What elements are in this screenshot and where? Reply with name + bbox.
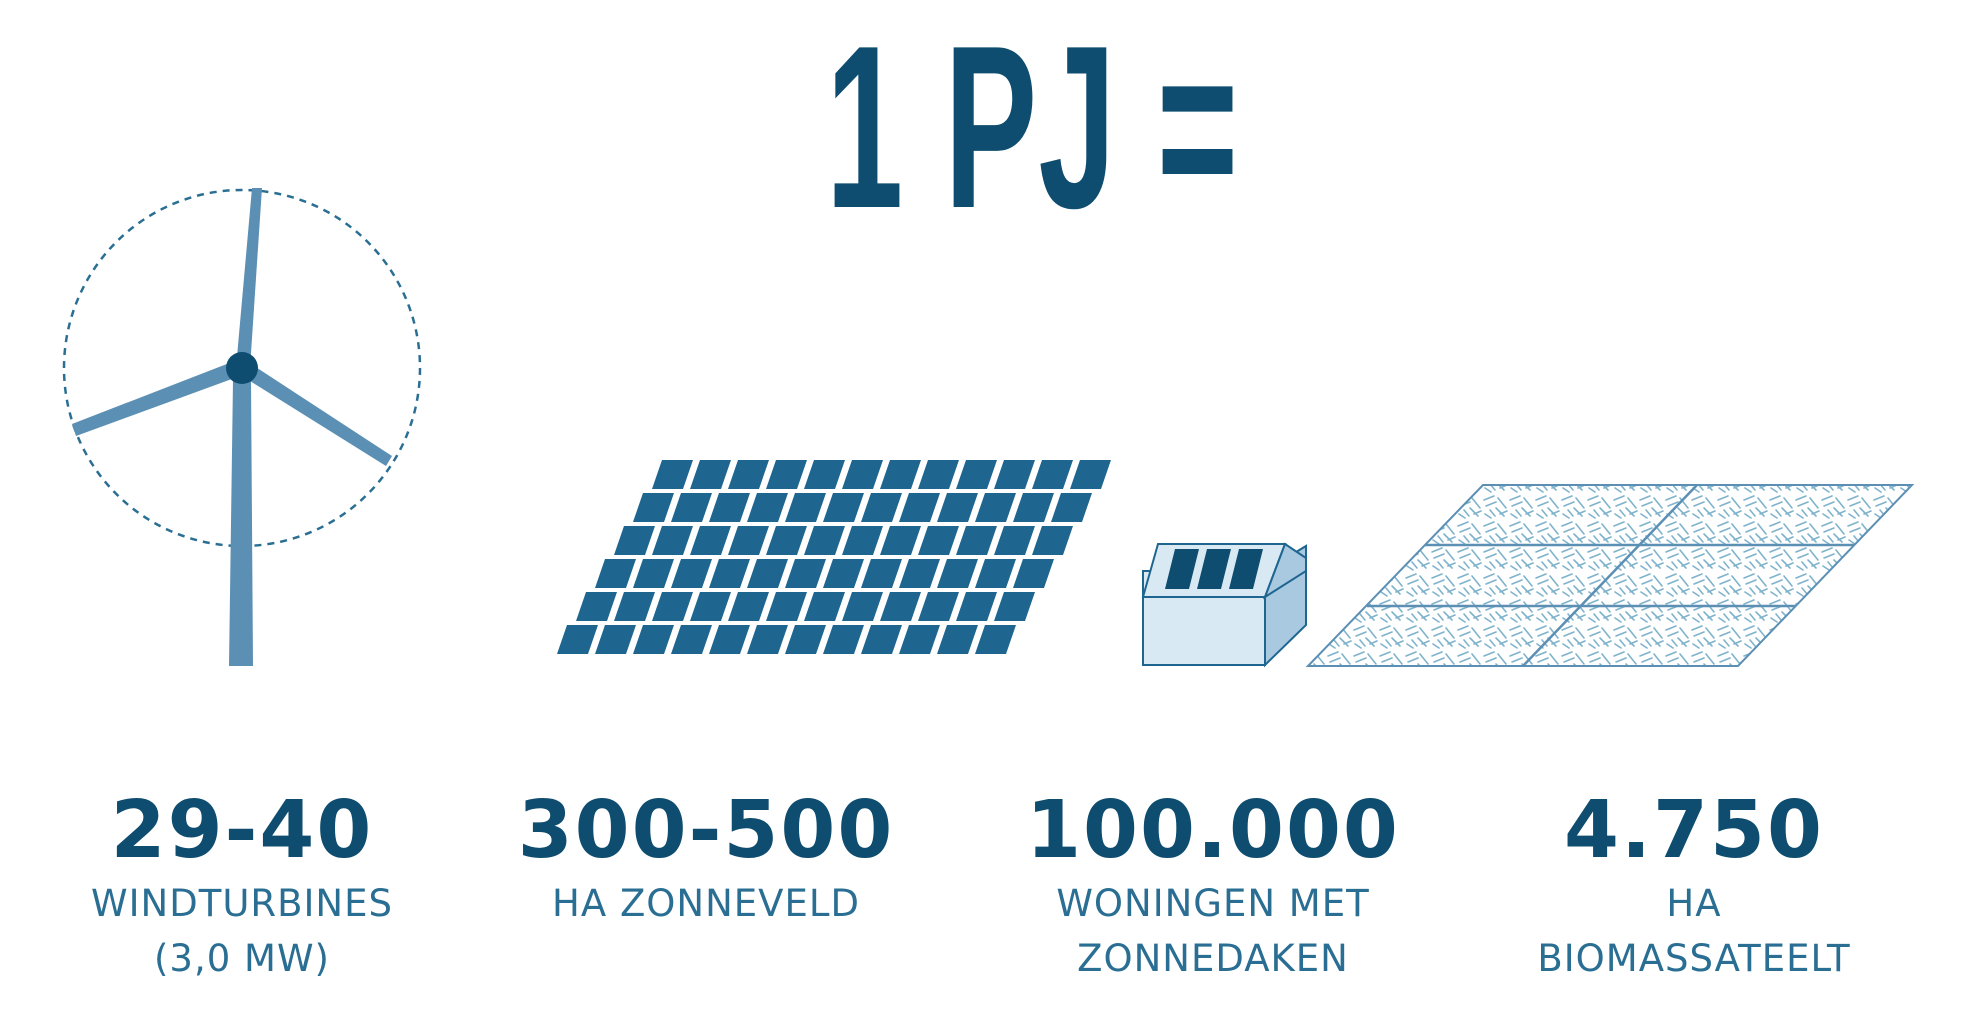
solar-panel — [842, 592, 883, 621]
solar-panel — [652, 460, 693, 489]
stat-label-line-2: BIOMASSATEELT — [1537, 937, 1851, 980]
solar-panel — [899, 625, 940, 654]
solar-panel — [918, 460, 959, 489]
solar-panel — [975, 493, 1016, 522]
solar-panel — [899, 493, 940, 522]
solar-panel — [994, 526, 1035, 555]
stat-windturbines: 29-40 WINDTURBINES (3,0 MW) — [30, 784, 454, 986]
solar-panel — [1013, 559, 1054, 588]
solar-panel — [576, 592, 617, 621]
stat-label-line-1: HA — [1666, 882, 1722, 925]
solar-panel — [880, 460, 921, 489]
solar-panel — [766, 592, 807, 621]
solar-panel — [1032, 526, 1073, 555]
solar-panel — [785, 493, 826, 522]
solar-panel — [728, 460, 769, 489]
solar-panel — [614, 592, 655, 621]
solar-panel — [804, 460, 845, 489]
stat-biomassateelt: 4.750 HA BIOMASSATEELT — [1482, 784, 1906, 986]
headline-text: 1 PJ = — [825, 0, 1240, 257]
solar-panel — [842, 460, 883, 489]
stat-label-line-2: ZONNEDAKEN — [1077, 937, 1349, 980]
wind-turbine-icon — [62, 188, 422, 666]
solar-panel — [595, 625, 636, 654]
solar-panel — [937, 559, 978, 588]
solar-panel — [1013, 493, 1054, 522]
solar-panel — [709, 625, 750, 654]
solar-panel — [785, 559, 826, 588]
solar-panel — [671, 625, 712, 654]
solar-panel — [785, 625, 826, 654]
solar-panel — [671, 493, 712, 522]
solar-panel — [937, 625, 978, 654]
solar-panel — [690, 592, 731, 621]
solar-panel — [842, 526, 883, 555]
solar-panel — [1032, 460, 1073, 489]
solar-panel — [747, 559, 788, 588]
solar-panel — [652, 526, 693, 555]
solar-panel — [633, 493, 674, 522]
solar-panel — [1051, 493, 1092, 522]
solar-panel — [709, 493, 750, 522]
solar-panel — [614, 526, 655, 555]
solar-panel — [956, 526, 997, 555]
solar-panel — [918, 526, 959, 555]
solar-panel — [899, 559, 940, 588]
headline: 1 PJ = — [0, 12, 1981, 244]
solar-panel — [804, 526, 845, 555]
stat-value: 300-500 — [517, 784, 895, 876]
solar-panel — [861, 625, 902, 654]
solar-panel — [823, 625, 864, 654]
stat-value: 4.750 — [1564, 784, 1824, 876]
stat-zonneveld: 300-500 HA ZONNEVELD — [494, 784, 918, 931]
stat-label-line-1: WONINGEN MET — [1056, 882, 1370, 925]
solar-panel — [823, 559, 864, 588]
stat-value: 29-40 — [110, 784, 374, 876]
solar-panel — [652, 592, 693, 621]
stat-label-line-1: WINDTURBINES — [91, 882, 393, 925]
solar-panel — [880, 592, 921, 621]
stat-label-line-2: (3,0 MW) — [154, 937, 330, 980]
solar-panel — [633, 559, 674, 588]
stat-value: 100.000 — [1026, 784, 1400, 876]
solar-panel — [880, 526, 921, 555]
solar-panel — [690, 460, 731, 489]
solar-panel — [918, 592, 959, 621]
solar-panel — [557, 625, 598, 654]
solar-panel — [728, 592, 769, 621]
solar-panel — [994, 460, 1035, 489]
solar-panel — [956, 592, 997, 621]
solar-panel — [937, 493, 978, 522]
solar-panel — [633, 625, 674, 654]
solar-panel — [747, 493, 788, 522]
solar-field-icon — [557, 460, 1111, 654]
solar-panel — [690, 526, 731, 555]
solar-panel — [766, 526, 807, 555]
solar-panel — [595, 559, 636, 588]
biomass-field-icon — [1305, 484, 1915, 667]
solar-panel — [861, 559, 902, 588]
solar-panel — [861, 493, 902, 522]
solar-panel — [766, 460, 807, 489]
solar-panel — [823, 493, 864, 522]
solar-panel — [1070, 460, 1111, 489]
solar-panel — [747, 625, 788, 654]
solar-panel — [671, 559, 712, 588]
stat-label-line-1: HA ZONNEVELD — [552, 882, 860, 925]
solar-panel — [804, 592, 845, 621]
stat-zonnedaken: 100.000 WONINGEN MET ZONNEDAKEN — [1001, 784, 1425, 986]
solar-panel — [975, 559, 1016, 588]
solar-panel — [994, 592, 1035, 621]
solar-panel — [956, 460, 997, 489]
solar-panel — [975, 625, 1016, 654]
solar-panel — [728, 526, 769, 555]
solar-panel — [709, 559, 750, 588]
house-solar-roof-icon — [1141, 542, 1307, 668]
